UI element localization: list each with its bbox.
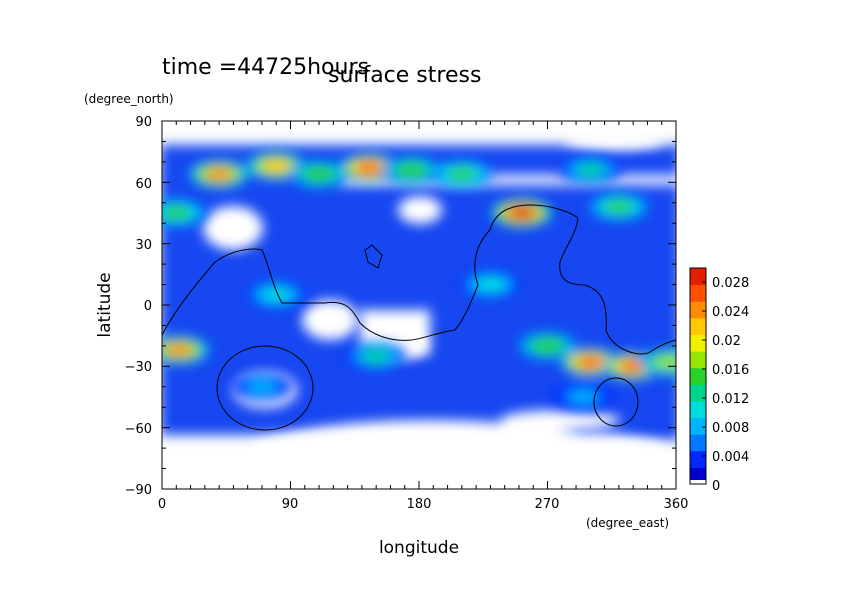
colorbar-frame	[689, 267, 707, 485]
x-tick-270: 270	[535, 497, 560, 512]
stress-maximum-6-layer-3	[576, 163, 604, 177]
stress-maximum-0-layer-3	[205, 167, 233, 181]
stress-field	[162, 130, 676, 489]
y-tick-labels: 90 60 30 0 −30 −60 −90	[125, 115, 152, 498]
stress-maximum-1-layer-3	[262, 159, 290, 173]
colorbar-swatch	[690, 384, 706, 402]
y-tick-30: 30	[135, 238, 152, 253]
colorbar-swatch	[690, 400, 706, 419]
x-tick-90: 90	[282, 497, 299, 512]
colorbar-swatch	[690, 301, 706, 319]
colorbar-swatch	[690, 450, 706, 468]
y-tick-60: 60	[135, 177, 152, 192]
cb-label-0016: 0.016	[712, 363, 749, 378]
cb-label-0024: 0.024	[712, 305, 749, 320]
x-tick-0: 0	[158, 497, 166, 512]
colorbar-swatch	[690, 268, 706, 286]
cb-label-002: 0.02	[712, 334, 741, 349]
colorbar-swatch	[690, 434, 706, 452]
colorbar-swatches	[690, 268, 706, 485]
stress-maximum-16-layer-3	[476, 278, 504, 291]
stress-maximum-11-layer-3	[576, 355, 604, 369]
y-tick-m90: −90	[125, 483, 152, 498]
stress-maximum-13-layer-3	[655, 355, 676, 369]
y-tick-0: 0	[144, 299, 152, 314]
colorbar-labels: 0.028 0.024 0.02 0.016 0.012 0.008 0.004…	[712, 276, 749, 494]
stress-maximum-10-layer-3	[165, 343, 193, 357]
stress-maximum-5-layer-3	[448, 167, 476, 181]
cb-label-0012: 0.012	[712, 392, 749, 407]
cb-label-0004: 0.004	[712, 450, 749, 465]
cb-label-0028: 0.028	[712, 276, 749, 291]
stress-maximum-4-layer-3	[398, 163, 426, 177]
time-label: time =44725hours	[162, 55, 369, 80]
stress-maximum-8-layer-3	[605, 200, 633, 214]
low-stress-regions	[203, 130, 670, 489]
colorbar-swatch	[690, 334, 706, 352]
y-unit-label: (degree_north)	[84, 92, 174, 106]
x-tick-180: 180	[407, 497, 432, 512]
chart-title: surface stress	[328, 63, 481, 88]
colorbar-swatch	[690, 317, 706, 335]
colorbar-swatch	[690, 367, 706, 385]
colorbar-swatch	[690, 351, 706, 369]
colorbar-ticks	[702, 281, 706, 485]
cb-label-0008: 0.008	[712, 421, 749, 436]
cb-label-0: 0	[712, 479, 720, 494]
stress-maximum-15-layer-3	[362, 349, 390, 363]
stress-maximum-17-layer-3	[262, 288, 290, 302]
colorbar-swatch-zero	[690, 480, 706, 484]
stress-maximum-9-layer-3	[162, 206, 190, 220]
y-tick-m60: −60	[125, 422, 152, 437]
colorbar-swatch	[690, 284, 706, 302]
stress-maximum-19-layer-3	[569, 390, 597, 404]
base-coverage	[162, 145, 676, 457]
colorbar: 0.028 0.024 0.02 0.016 0.012 0.008 0.004…	[689, 267, 749, 494]
stress-maximum-2-layer-3	[305, 167, 333, 181]
coastline	[161, 204, 677, 431]
x-axis-label: longitude	[379, 538, 459, 558]
axis-ticks	[161, 120, 677, 490]
x-unit-label: (degree_east)	[586, 516, 669, 530]
y-axis-label: latitude	[95, 272, 115, 337]
x-tick-labels: 0 90 180 270 360	[158, 497, 689, 512]
stress-maximum-14-layer-3	[533, 339, 562, 353]
y-tick-90: 90	[135, 115, 152, 130]
stress-maximum-7-layer-3	[508, 206, 536, 220]
x-tick-360: 360	[664, 497, 689, 512]
stress-maximum-3-layer-3	[355, 161, 383, 175]
colorbar-swatch	[690, 417, 706, 435]
y-tick-m30: −30	[125, 360, 152, 375]
stress-maximum-18-layer-3	[248, 380, 276, 394]
